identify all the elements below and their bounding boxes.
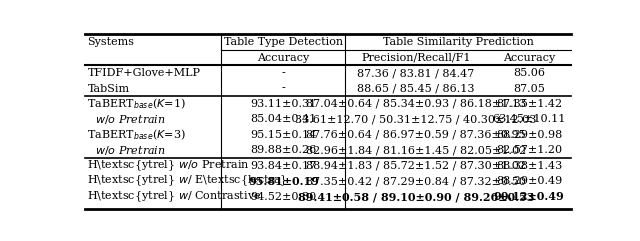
Text: 87.76±0.64 / 86.97±0.59 / 87.36±0.95: 87.76±0.64 / 86.97±0.59 / 87.36±0.95 bbox=[306, 130, 526, 140]
Text: 63.45±10.11: 63.45±10.11 bbox=[492, 114, 566, 124]
Text: Precision/Recall/F1: Precision/Recall/F1 bbox=[362, 53, 471, 63]
Text: -: - bbox=[282, 84, 285, 94]
Text: 82.57±1.20: 82.57±1.20 bbox=[496, 145, 562, 155]
Text: 85.04±0.41: 85.04±0.41 bbox=[250, 114, 317, 124]
Text: 88.65 / 85.45 / 86.13: 88.65 / 85.45 / 86.13 bbox=[357, 84, 475, 94]
Text: 89.88±0.26: 89.88±0.26 bbox=[250, 145, 317, 155]
Text: H\textsc{ytrel} $w/o$ Pretrain: H\textsc{ytrel} $w/o$ Pretrain bbox=[88, 158, 250, 173]
Text: Systems: Systems bbox=[88, 37, 134, 47]
Text: 33.61±12.70 / 50.31±12.75 / 40.30±12.03: 33.61±12.70 / 50.31±12.75 / 40.30±12.03 bbox=[295, 114, 537, 124]
Text: -: - bbox=[282, 68, 285, 78]
Text: $w/o$ Pretrain: $w/o$ Pretrain bbox=[95, 144, 166, 157]
Text: TaBERT$_{\mathit{base}}$($\mathit{K}$=1): TaBERT$_{\mathit{base}}$($\mathit{K}$=1) bbox=[88, 97, 186, 111]
Text: 88.94±1.83 / 85.72±1.52 / 87.30±1.02: 88.94±1.83 / 85.72±1.52 / 87.30±1.02 bbox=[306, 161, 526, 171]
Text: 87.05: 87.05 bbox=[513, 84, 545, 94]
Text: $w/o$ Pretrain: $w/o$ Pretrain bbox=[95, 113, 166, 126]
Text: 88.29±0.98: 88.29±0.98 bbox=[496, 130, 562, 140]
Text: Accuracy: Accuracy bbox=[257, 53, 310, 63]
Text: Accuracy: Accuracy bbox=[503, 53, 555, 63]
Text: 93.11±0.31: 93.11±0.31 bbox=[250, 99, 317, 109]
Text: TaBERT$_{\mathit{base}}$($\mathit{K}$=3): TaBERT$_{\mathit{base}}$($\mathit{K}$=3) bbox=[88, 127, 186, 142]
Text: 90.12±0.49: 90.12±0.49 bbox=[493, 191, 564, 202]
Text: 82.96±1.84 / 81.16±1.45 / 82.05±1.02: 82.96±1.84 / 81.16±1.45 / 82.05±1.02 bbox=[306, 145, 526, 155]
Text: 94.52±0.30: 94.52±0.30 bbox=[250, 192, 317, 201]
Text: 87.36 / 83.81 / 84.47: 87.36 / 83.81 / 84.47 bbox=[357, 68, 475, 78]
Text: 93.84±0.17: 93.84±0.17 bbox=[250, 161, 316, 171]
Text: 89.41±0.58 / 89.10±0.90 / 89.26±0.53: 89.41±0.58 / 89.10±0.90 / 89.26±0.53 bbox=[298, 191, 534, 202]
Text: TFIDF+Glove+MLP: TFIDF+Glove+MLP bbox=[88, 68, 200, 78]
Text: 87.04±0.64 / 85.34±0.93 / 86.18±1.13: 87.04±0.64 / 85.34±0.93 / 86.18±1.13 bbox=[306, 99, 526, 109]
Text: TabSim: TabSim bbox=[88, 84, 129, 94]
Text: 88.38±1.43: 88.38±1.43 bbox=[496, 161, 562, 171]
Text: H\textsc{ytrel} $w/$ E\textsc{lectra}: H\textsc{ytrel} $w/$ E\textsc{lectra} bbox=[88, 174, 288, 188]
Text: 95.15±0.14: 95.15±0.14 bbox=[250, 130, 317, 140]
Text: 88.29±0.49: 88.29±0.49 bbox=[496, 176, 562, 186]
Text: Table Similarity Prediction: Table Similarity Prediction bbox=[383, 37, 534, 47]
Text: H\textsc{ytrel} $w/$ Contrastive: H\textsc{ytrel} $w/$ Contrastive bbox=[88, 189, 262, 204]
Text: 85.06: 85.06 bbox=[513, 68, 545, 78]
Text: 87.35±0.42 / 87.29±0.84 / 87.32±0.50: 87.35±0.42 / 87.29±0.84 / 87.32±0.50 bbox=[306, 176, 526, 186]
Text: 95.81±0.19: 95.81±0.19 bbox=[248, 176, 319, 187]
Text: Table Type Detection: Table Type Detection bbox=[224, 37, 343, 47]
Text: 87.35±1.42: 87.35±1.42 bbox=[496, 99, 562, 109]
